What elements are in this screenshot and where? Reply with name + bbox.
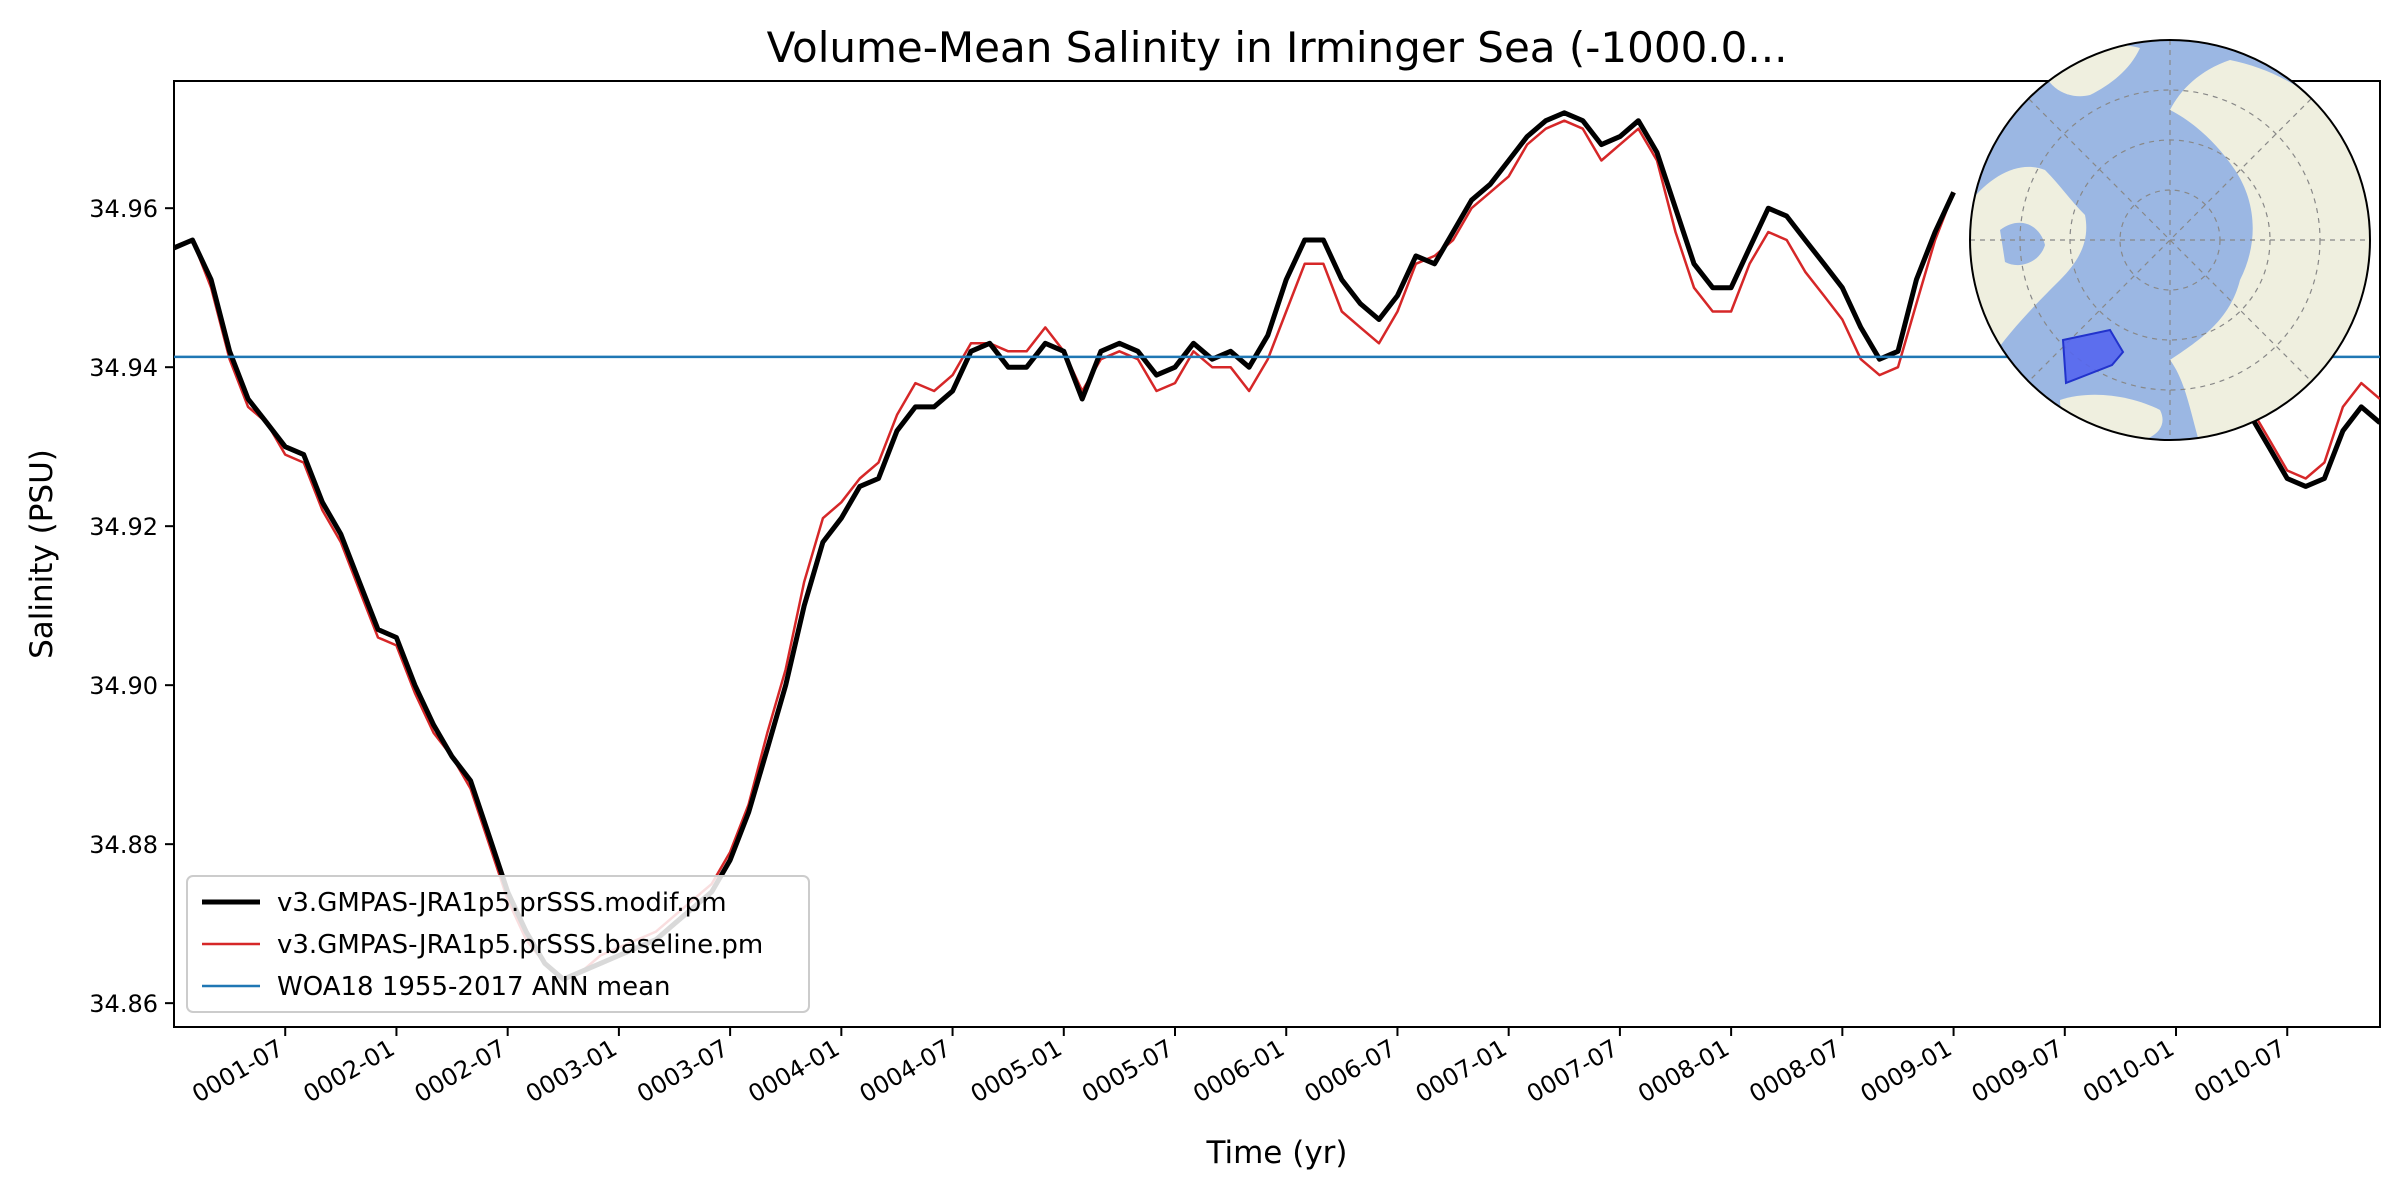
y-tick-label: 34.88 [89, 831, 158, 859]
x-tick-label: 0003-07 [632, 1034, 733, 1108]
inset-map-land-greenland [2000, 222, 2045, 266]
x-tick-label: 0007-07 [1522, 1034, 1623, 1108]
x-tick-label: 0009-01 [1856, 1034, 1957, 1108]
x-tick-label: 0010-01 [2078, 1034, 2179, 1108]
x-tick-label: 0008-07 [1745, 1034, 1846, 1108]
inset-map-irminger-sea-region [2061, 328, 2125, 385]
legend-label-baseline: v3.GMPAS-JRA1p5.prSSS.baseline.pm [277, 930, 763, 960]
y-tick-label: 34.94 [89, 354, 158, 382]
legend-box [186, 875, 810, 1013]
y-axis: 34.86 34.88 34.90 34.92 34.94 34.96 [89, 195, 174, 1018]
x-tick-label: 0005-01 [966, 1034, 1067, 1108]
x-tick-label: 0002-07 [410, 1034, 511, 1108]
x-tick-label: 0003-01 [521, 1034, 622, 1108]
legend: v3.GMPAS-JRA1p5.prSSS.modif.pm v3.GMPAS-… [186, 875, 810, 1013]
x-axis: 0001-07 0002-01 0002-07 0003-01 0003-07 0004-… [187, 1027, 2290, 1108]
y-tick-label: 34.96 [89, 195, 158, 223]
inset-polar-map [1969, 39, 2371, 441]
inset-map-outline [1969, 39, 2371, 441]
series-line-modif [174, 110, 1956, 982]
legend-label-woa18: WOA18 1955-2017 ANN mean [277, 972, 671, 1002]
y-tick-label: 34.92 [89, 513, 158, 541]
x-tick-label: 0006-01 [1188, 1034, 1289, 1108]
x-tick-label: 0005-07 [1077, 1034, 1178, 1108]
y-tick-label: 34.90 [89, 672, 158, 700]
x-tick-label: 0002-01 [299, 1034, 400, 1108]
y-tick-label: 34.86 [89, 990, 158, 1018]
x-tick-label: 0010-07 [2189, 1034, 2290, 1108]
x-tick-label: 0001-07 [187, 1034, 288, 1108]
x-tick-label: 0007-01 [1411, 1034, 1512, 1108]
series-tail-segment [2249, 381, 2380, 480]
x-tick-label: 0008-01 [1633, 1034, 1734, 1108]
x-tick-label: 0006-07 [1300, 1034, 1401, 1108]
x-tick-label: 0004-07 [855, 1034, 956, 1108]
x-tick-label: 0009-07 [1967, 1034, 2068, 1108]
y-axis-label: Salinity (PSU) [24, 449, 60, 659]
x-tick-label: 0004-01 [743, 1034, 844, 1108]
series-tail-segment [2247, 404, 2380, 489]
chart-title: Volume-Mean Salinity in Irminger Sea (-1… [767, 23, 1788, 72]
inset-map-graticule [1970, 40, 2370, 440]
x-axis-label: Time (yr) [1206, 1135, 1348, 1171]
inset-map-land-eurasia [2170, 60, 2370, 440]
legend-label-modif: v3.GMPAS-JRA1p5.prSSS.modif.pm [277, 888, 727, 918]
